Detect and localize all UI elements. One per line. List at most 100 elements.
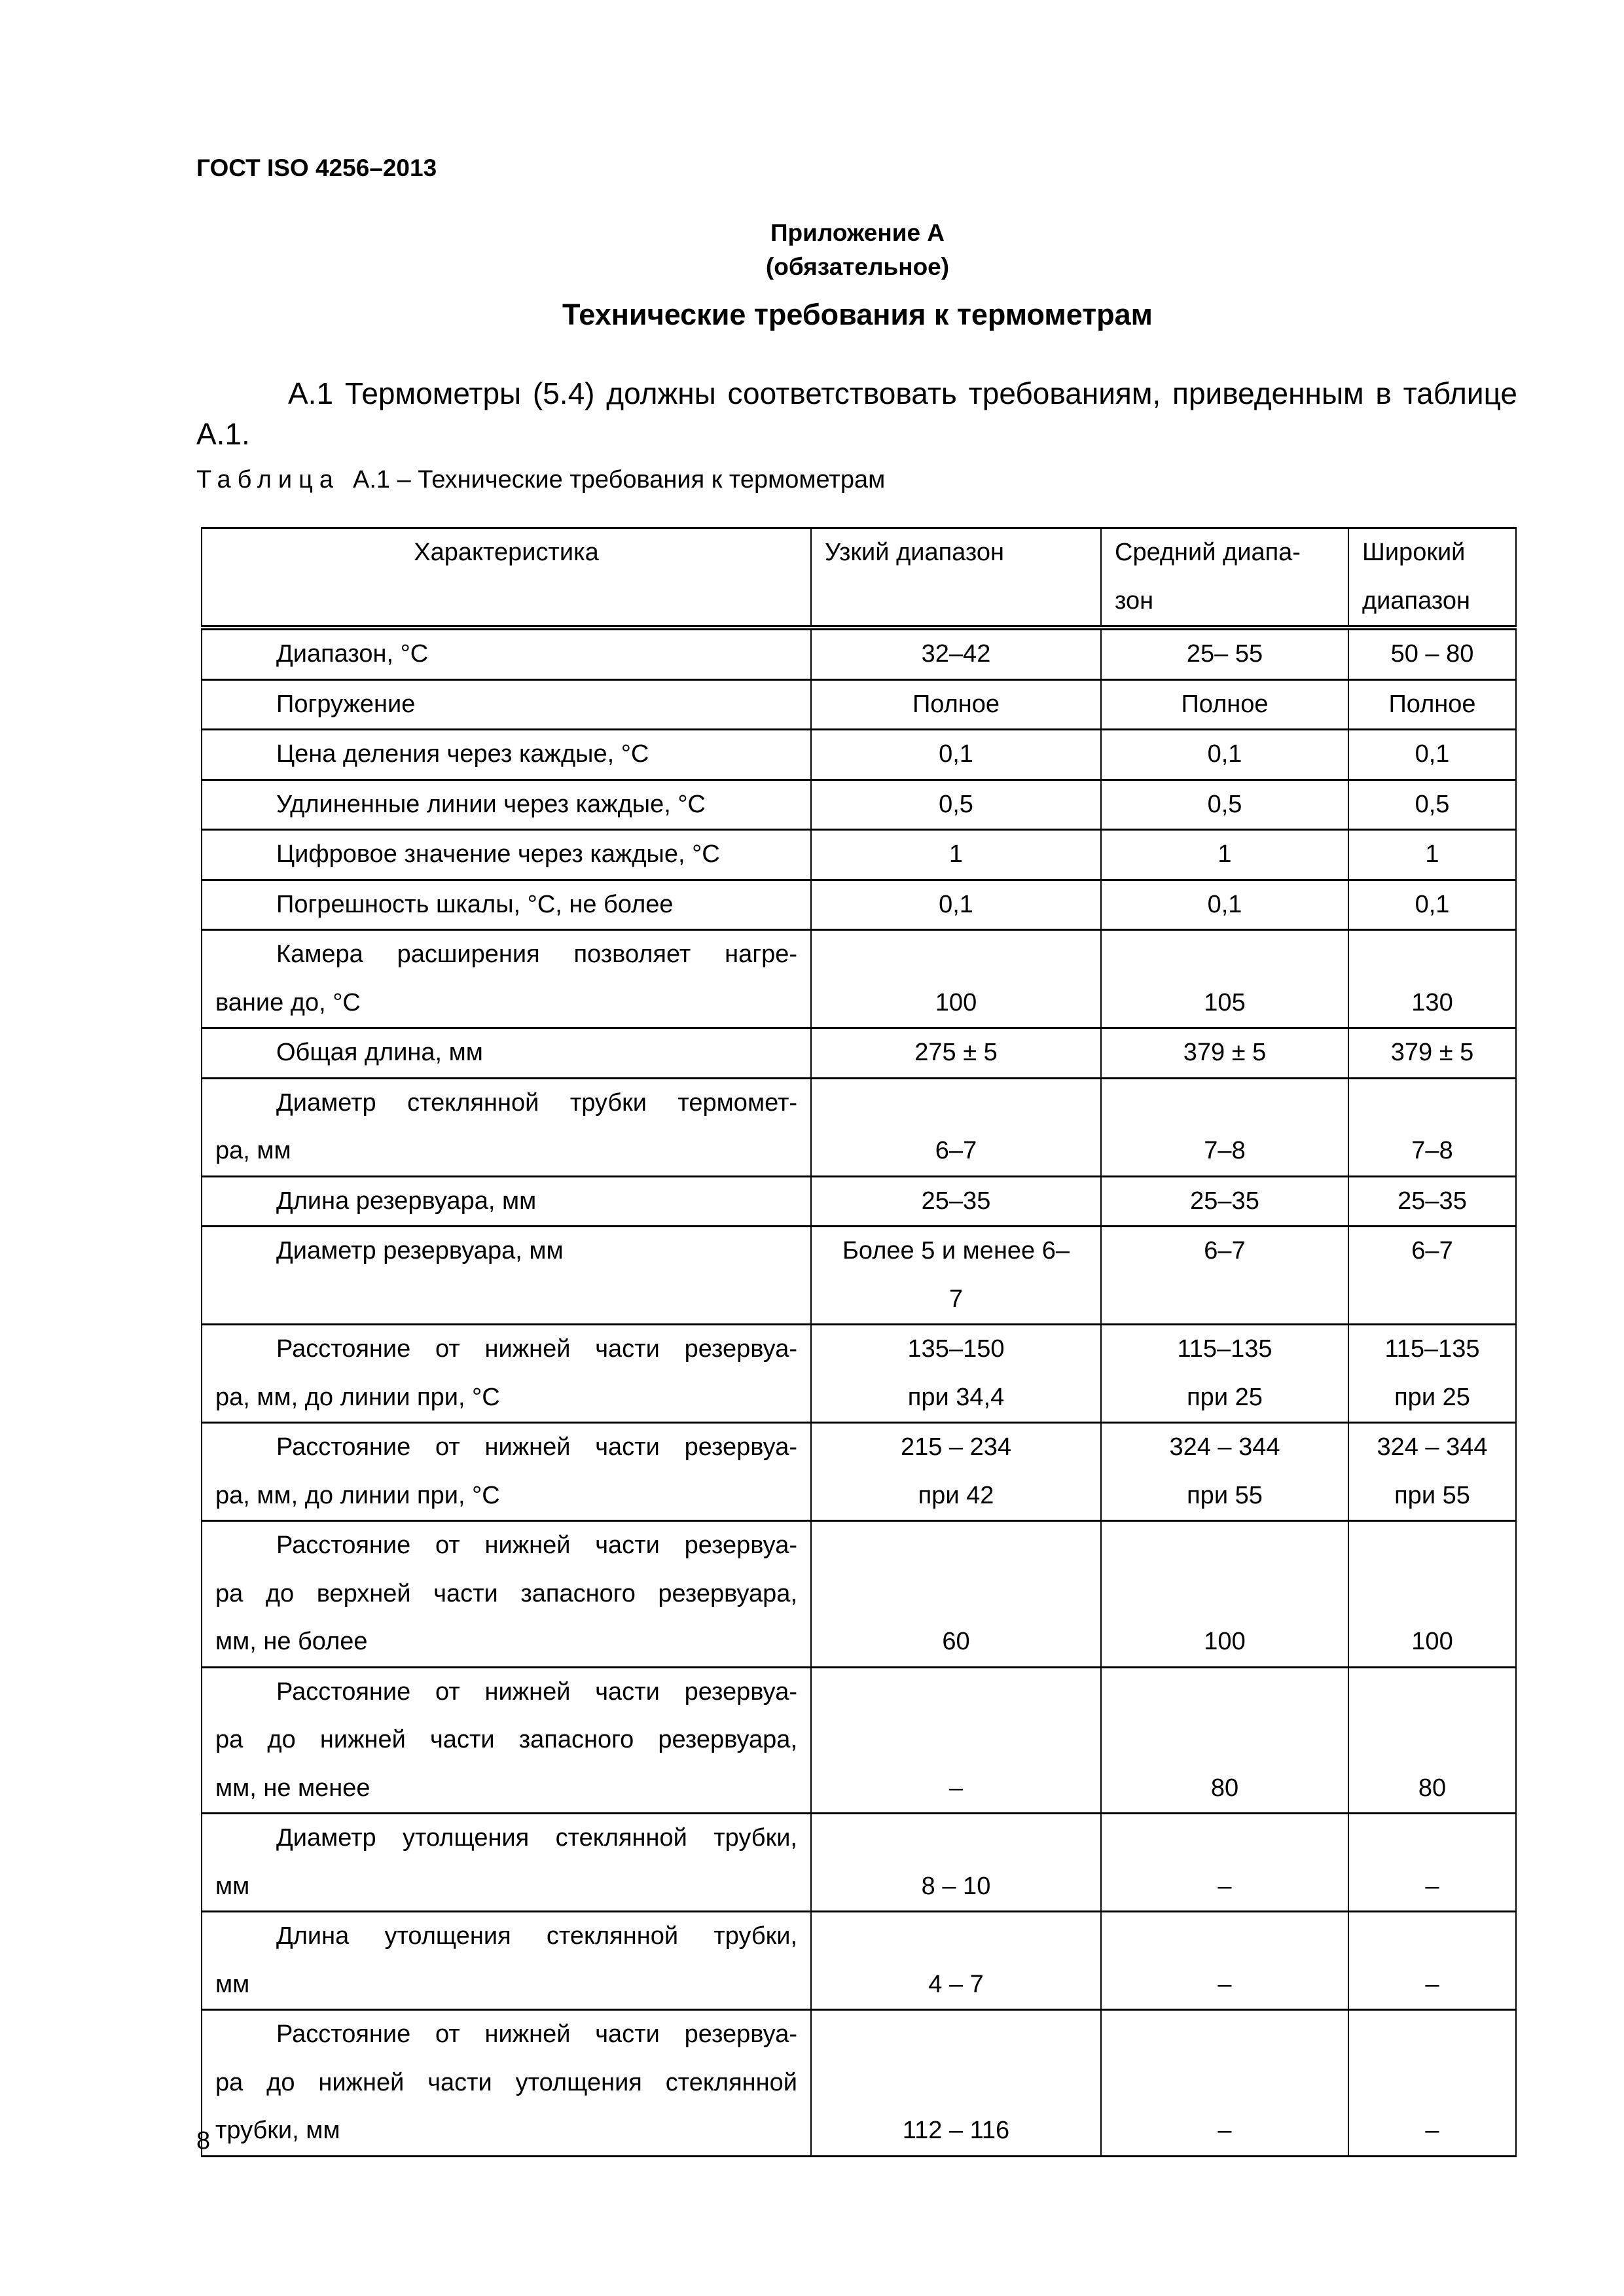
cell-medium-range: 6–7 xyxy=(1100,1225,1349,1325)
header-narrow-range: Узкий диапазон xyxy=(810,527,1102,630)
cell-narrow-range: 4 – 7 xyxy=(810,1910,1102,2011)
table-row: Диапазон, °С 32–42 25– 55 50 – 80 xyxy=(201,626,1517,681)
characteristic-line: Диаметр стеклянной трубки термомет- xyxy=(276,1088,797,1117)
characteristic-line: Длина утолщения стеклянной трубки, xyxy=(276,1922,797,1950)
cell-medium-range: 105 xyxy=(1100,929,1349,1029)
appendix-heading: Приложение А (обязательное) xyxy=(0,216,1624,284)
table-row: Длина утолщения стеклянной трубки, мм 4 – … xyxy=(201,1910,1517,2011)
cell-characteristic: Погрешность шкалы, °С, не более xyxy=(201,878,812,931)
characteristic-line: Погружение xyxy=(276,690,416,718)
table-row: Расстояние от нижней части резервуа-ра д… xyxy=(201,2009,1517,2157)
cell-medium-range: 115–135 при 25 xyxy=(1100,1323,1349,1424)
cell-medium-range: – xyxy=(1100,1812,1349,1912)
cell-narrow-range: 60 xyxy=(810,1520,1102,1668)
cell-medium-range: – xyxy=(1100,2009,1349,2157)
cell-medium-range: 1 xyxy=(1100,829,1349,881)
cell-wide-range: 115–135 при 25 xyxy=(1348,1323,1517,1424)
characteristic-line: Погрешность шкалы, °С, не более xyxy=(276,890,674,918)
cell-narrow-range: 215 – 234 при 42 xyxy=(810,1422,1102,1522)
cell-wide-range: Полное xyxy=(1348,678,1517,730)
cell-narrow-range: 112 – 116 xyxy=(810,2009,1102,2157)
characteristic-line: Диаметр утолщения стеклянной трубки, xyxy=(276,1824,797,1852)
cell-characteristic: Диаметр утолщения стеклянной трубки, мм xyxy=(201,1812,812,1912)
cell-wide-range: 80 xyxy=(1348,1666,1517,1814)
characteristic-line: Цифровое значение через каждые, °С xyxy=(276,840,720,868)
table-caption: Таблица А.1 – Технические требования к те… xyxy=(196,466,885,494)
characteristic-line: мм xyxy=(215,1872,250,1900)
section-title: Технические требования к термометрам xyxy=(562,298,1153,331)
cell-narrow-range: 6–7 xyxy=(810,1077,1102,1177)
cell-narrow-range: 8 – 10 xyxy=(810,1812,1102,1912)
cell-medium-range: 100 xyxy=(1100,1520,1349,1668)
paragraph-a1: А.1 Термометры (5.4) должны соответствов… xyxy=(196,376,1517,451)
cell-narrow-range: 32–42 xyxy=(810,626,1102,681)
cell-characteristic: Цифровое значение через каждые, °С xyxy=(201,829,812,881)
cell-wide-range: 0,1 xyxy=(1348,878,1517,931)
cell-wide-range: 25–35 xyxy=(1348,1175,1517,1227)
cell-wide-range: 6–7 xyxy=(1348,1225,1517,1325)
cell-medium-range: 0,5 xyxy=(1100,778,1349,831)
characteristic-line: Расстояние от нижней части резервуа- xyxy=(276,1532,797,1559)
cell-medium-range: 0,1 xyxy=(1100,728,1349,781)
cell-narrow-range: Более 5 и менее 6– 7 xyxy=(810,1225,1102,1325)
characteristic-line: ра до нижней части запасного резервуара, xyxy=(215,1726,797,1753)
characteristic-line: Расстояние от нижней части резервуа- xyxy=(276,1335,797,1363)
table-row: Цена деления через каждые, °С 0,1 0,1 0,1 xyxy=(201,728,1517,781)
cell-wide-range: 379 ± 5 xyxy=(1348,1027,1517,1079)
characteristic-line: ра, мм xyxy=(215,1137,291,1164)
cell-characteristic: Камера расширения позволяет нагре-вание … xyxy=(201,929,812,1029)
page-number: 8 xyxy=(196,2127,211,2155)
table-row: Расстояние от нижней части резервуа-ра д… xyxy=(201,1520,1517,1668)
cell-wide-range: 7–8 xyxy=(1348,1077,1517,1177)
characteristic-line: мм xyxy=(215,1970,250,1998)
table-row: Общая длина, мм 275 ± 5 379 ± 5 379 ± 5 xyxy=(201,1027,1517,1079)
header-medium-range: Средний диапа- зон xyxy=(1100,527,1349,630)
table-row: Погружение Полное Полное Полное xyxy=(201,678,1517,730)
cell-characteristic: Диапазон, °С xyxy=(201,626,812,681)
cell-wide-range: – xyxy=(1348,1812,1517,1912)
cell-medium-range: – xyxy=(1100,1910,1349,2011)
cell-medium-range: 25–35 xyxy=(1100,1175,1349,1227)
cell-characteristic: Удлиненные линии через каждые, °С xyxy=(201,778,812,831)
header-wide-range: Широкий диапазон xyxy=(1348,527,1517,630)
appendix-status: (обязательное) xyxy=(765,253,950,280)
table-row: Цифровое значение через каждые, °С 1 1 1 xyxy=(201,829,1517,881)
cell-narrow-range: 0,1 xyxy=(810,728,1102,781)
cell-narrow-range: – xyxy=(810,1666,1102,1814)
table-row: Диаметр стеклянной трубки термомет-ра, м… xyxy=(201,1077,1517,1177)
characteristic-line: Диапазон, °С xyxy=(276,640,429,668)
table-row: Расстояние от нижней части резервуа-ра д… xyxy=(201,1666,1517,1814)
characteristic-line: вание до, °С xyxy=(215,988,361,1016)
appendix-label: Приложение А xyxy=(770,219,945,246)
characteristic-line: ра, мм, до линии при, °С xyxy=(215,1481,500,1509)
cell-medium-range: 0,1 xyxy=(1100,878,1349,931)
document-code: ГОСТ ISO 4256–2013 xyxy=(196,154,437,181)
cell-medium-range: 324 – 344 при 55 xyxy=(1100,1422,1349,1522)
characteristic-line: трубки, мм xyxy=(215,2117,340,2144)
cell-characteristic: Цена деления через каждые, °С xyxy=(201,728,812,781)
cell-characteristic: Длина резервуара, мм xyxy=(201,1175,812,1227)
cell-characteristic: Общая длина, мм xyxy=(201,1027,812,1079)
characteristic-line: ра до нижней части утолщения стеклянной xyxy=(215,2068,797,2096)
cell-narrow-range: Полное xyxy=(810,678,1102,730)
characteristic-line: Камера расширения позволяет нагре- xyxy=(276,941,797,968)
cell-narrow-range: 100 xyxy=(810,929,1102,1029)
cell-wide-range: 0,1 xyxy=(1348,728,1517,781)
cell-characteristic: Расстояние от нижней части резервуа-ра д… xyxy=(201,2009,812,2157)
characteristic-line: Удлиненные линии через каждые, °С xyxy=(276,790,706,818)
table-row: Камера расширения позволяет нагре-вание … xyxy=(201,929,1517,1029)
cell-characteristic: Расстояние от нижней части резервуа-ра д… xyxy=(201,1520,812,1668)
characteristic-line: мм, не более xyxy=(215,1628,368,1655)
cell-wide-range: – xyxy=(1348,1910,1517,2011)
table-row: Длина резервуара, мм 25–35 25–35 25–35 xyxy=(201,1175,1517,1227)
cell-characteristic: Расстояние от нижней части резервуа-ра, … xyxy=(201,1323,812,1424)
table-row: Диаметр резервуара, мм Более 5 и менее 6–… xyxy=(201,1225,1517,1325)
table-row: Расстояние от нижней части резервуа-ра, … xyxy=(201,1323,1517,1424)
table-row: Удлиненные линии через каждые, °С 0,5 0,5 0… xyxy=(201,778,1517,831)
cell-wide-range: – xyxy=(1348,2009,1517,2157)
table-header-row: Характеристика Узкий диапазон Средний ди… xyxy=(201,527,1517,630)
cell-wide-range: 324 – 344 при 55 xyxy=(1348,1422,1517,1522)
characteristic-line: ра до верхней части запасного резервуара… xyxy=(215,1579,797,1607)
characteristic-line: Диаметр резервуара, мм xyxy=(276,1237,564,1265)
characteristic-line: Цена деления через каждые, °С xyxy=(276,740,649,768)
